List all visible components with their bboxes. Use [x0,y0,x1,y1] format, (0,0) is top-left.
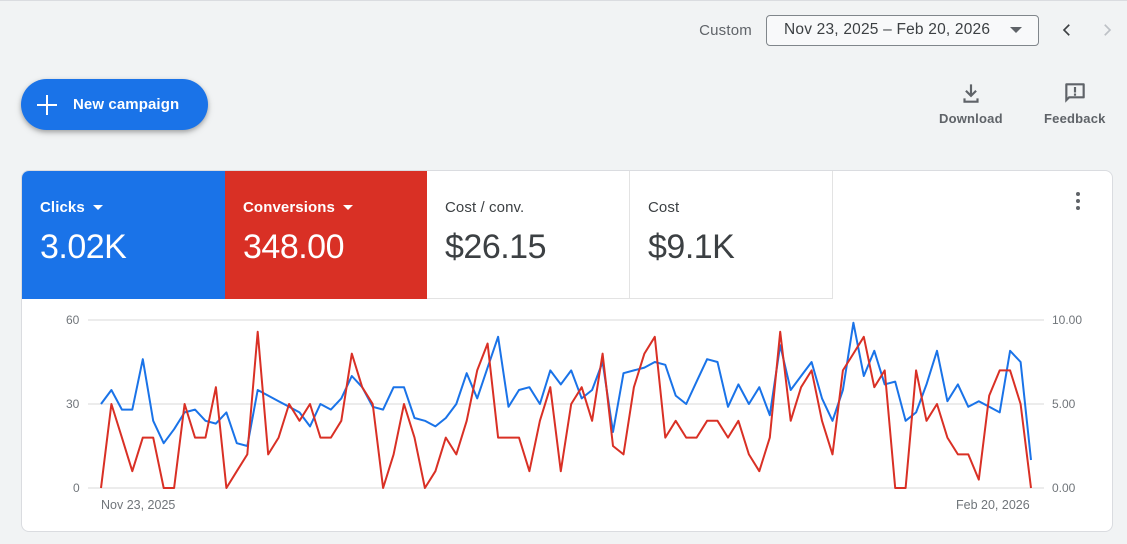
date-range-dropdown[interactable]: Nov 23, 2025 – Feb 20, 2026 [766,14,1039,46]
chevron-left-icon [1062,24,1070,36]
download-button[interactable]: Download [939,80,1003,126]
right-axis-tick: 10.00 [1052,313,1083,327]
dropdown-caret-icon [1010,27,1022,33]
metric-value: $9.1K [648,228,735,266]
more-vert-dot [1076,206,1080,210]
feedback-button[interactable]: Feedback [1044,80,1106,126]
left-axis-tick: 30 [66,397,80,411]
more-vert-dot [1076,199,1080,203]
date-range-bar: Custom Nov 23, 2025 – Feb 20, 2026 [699,14,1127,46]
plus-icon [37,94,57,115]
metric-clicks[interactable]: Clicks 3.02K [22,171,225,299]
metric-cost[interactable]: Cost $9.1K [630,171,833,299]
metric-label: Cost [648,199,680,216]
new-campaign-label: New campaign [73,96,180,113]
metric-conversions[interactable]: Conversions 348.00 [225,171,427,299]
chevron-right-icon [1104,24,1112,36]
download-icon [963,84,979,103]
date-range-value: Nov 23, 2025 – Feb 20, 2026 [784,21,991,38]
metric-value: $26.15 [445,228,547,266]
right-axis-tick: 5.00 [1052,397,1076,411]
next-period-button[interactable] [1087,14,1127,46]
x-axis-start-label: Nov 23, 2025 [101,498,176,512]
right-axis-tick: 0.00 [1052,481,1076,495]
metric-cost-per-conversion[interactable]: Cost / conv. $26.15 [427,171,630,299]
metric-label: Clicks [40,199,85,216]
feedback-label: Feedback [1044,111,1106,126]
top-divider [0,0,1127,4]
performance-card: Clicks 3.02K Conversions 348.00 Cost / c… [21,170,1113,532]
metric-tiles: Clicks 3.02K Conversions 348.00 Cost / c… [22,171,1112,299]
left-axis-tick: 60 [66,313,80,327]
x-axis-end-label: Feb 20, 2026 [956,498,1030,512]
metric-value: 348.00 [243,228,345,266]
feedback-icon [1065,83,1085,103]
left-axis-tick: 0 [73,481,80,495]
download-label: Download [939,111,1003,126]
more-options-button[interactable] [1066,189,1090,213]
new-campaign-button[interactable]: New campaign [21,79,208,130]
more-vert-icon [1076,192,1080,196]
metric-label: Conversions [243,199,335,216]
metric-value: 3.02K [40,228,127,266]
previous-period-button[interactable] [1047,14,1087,46]
dropdown-caret-icon [342,205,353,210]
range-type-label: Custom [699,21,752,39]
dropdown-caret-icon [92,205,103,210]
metric-label: Cost / conv. [445,199,525,216]
